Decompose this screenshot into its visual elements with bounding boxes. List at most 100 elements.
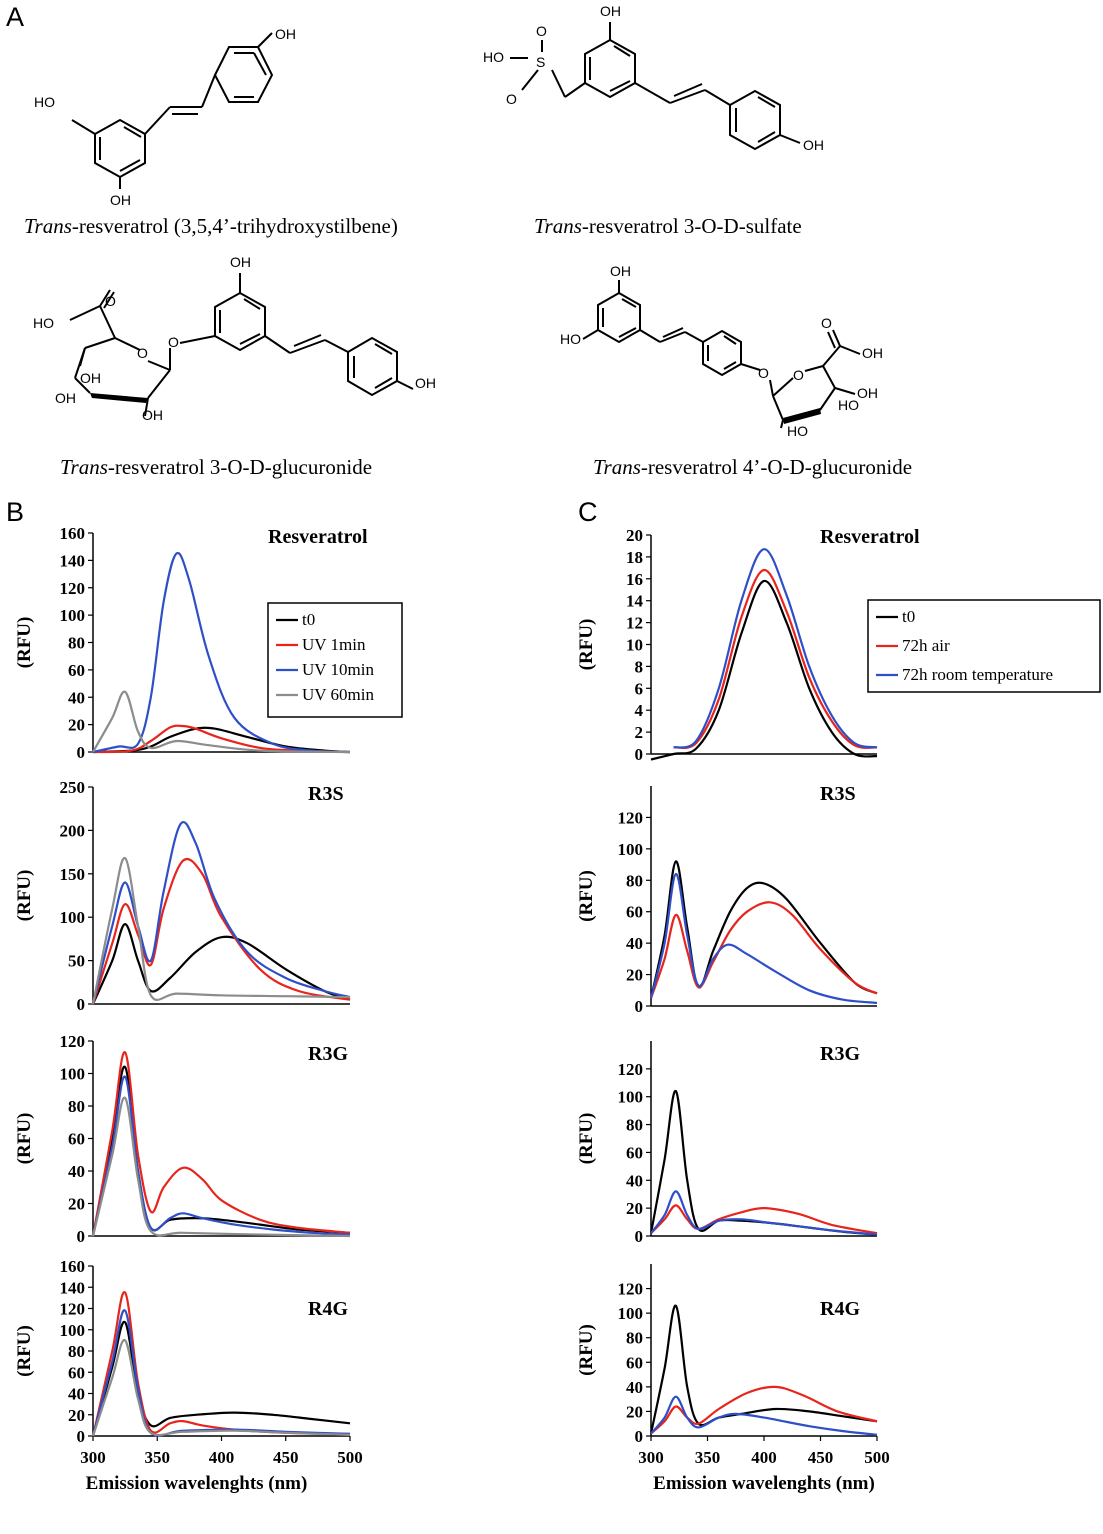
atom-label: OH — [857, 385, 878, 401]
chart-title: R4G — [820, 1298, 860, 1320]
x-tick-label: 400 — [751, 1448, 777, 1467]
legend-b-label: UV 1min — [302, 635, 366, 654]
legend-b-box — [267, 602, 403, 718]
atom-label: O — [821, 315, 832, 331]
y-tick-label: 20 — [68, 1195, 85, 1214]
y-tick-label: 120 — [618, 808, 644, 827]
y-tick-label: 100 — [618, 840, 644, 859]
panel-letter-b: B — [6, 497, 25, 527]
series-line — [650, 579, 878, 761]
y-tick-label: 0 — [635, 997, 644, 1016]
y-axis-label: (RFU) — [14, 870, 35, 922]
atom-label: HO — [483, 49, 504, 65]
y-tick-label: 0 — [77, 1427, 86, 1446]
y-tick-label: 20 — [626, 966, 643, 985]
y-tick-label: 120 — [60, 1300, 86, 1319]
y-tick-label: 120 — [60, 579, 86, 598]
atom-label: OH — [803, 137, 824, 153]
atom-label: OH — [230, 254, 251, 270]
y-tick-label: 100 — [618, 1304, 644, 1323]
y-tick-label: 80 — [68, 634, 85, 653]
atom-label: OH — [275, 26, 296, 42]
atom-label: O — [168, 334, 179, 350]
y-tick-label: 0 — [77, 995, 86, 1014]
atom-label: HO — [838, 397, 859, 413]
y-tick-label: 80 — [68, 1097, 85, 1116]
y-tick-label: 0 — [635, 1227, 644, 1246]
atom-label: OH — [142, 407, 163, 423]
y-axis-label: (RFU) — [576, 1113, 597, 1165]
y-tick-label: 100 — [60, 1065, 86, 1084]
y-tick-label: 60 — [68, 1130, 85, 1149]
y-tick-label: 60 — [68, 661, 85, 680]
chart-title: R3G — [820, 1043, 860, 1065]
series-line — [650, 1190, 878, 1236]
legend-b-label: t0 — [302, 610, 315, 629]
chart-title: R3S — [820, 783, 856, 805]
y-tick-label: 100 — [618, 1088, 644, 1107]
y-tick-label: 120 — [60, 1032, 86, 1051]
caption-3-glucuronide: Trans-resveratrol 3-O-D-glucuronide — [60, 455, 373, 479]
y-axis-label: (RFU) — [576, 1324, 597, 1376]
series-line — [92, 690, 351, 754]
y-tick-label: 60 — [626, 1143, 643, 1162]
chart-title: R4G — [308, 1298, 348, 1320]
y-tick-label: 80 — [626, 1116, 643, 1135]
panel-letter-a: A — [6, 2, 25, 32]
atom-label: HO — [787, 423, 808, 439]
y-tick-label: 0 — [635, 745, 644, 764]
structure-4-glucuronide: OH HO O O O OH HO HO OH — [560, 263, 883, 439]
x-tick-label: 300 — [638, 1448, 664, 1467]
y-tick-label: 10 — [626, 636, 643, 655]
structure-resveratrol: OH HO OH — [34, 26, 296, 208]
y-tick-label: 0 — [77, 1227, 86, 1246]
x-tick-label: 450 — [808, 1448, 834, 1467]
atom-label: OH — [110, 192, 131, 208]
series-line — [92, 724, 351, 754]
y-tick-label: 100 — [60, 1321, 86, 1340]
y-tick-label: 140 — [60, 1278, 86, 1297]
series-line — [673, 568, 878, 750]
atom-label: O — [793, 367, 804, 383]
y-axis-label: (RFU) — [576, 619, 597, 671]
atom-label: HO — [33, 315, 54, 331]
series-line — [650, 1385, 878, 1435]
series-line — [650, 1204, 878, 1235]
atom-label: HO — [34, 94, 55, 110]
y-tick-label: 4 — [635, 701, 644, 720]
series-line — [649, 860, 878, 999]
y-axis-label: (RFU) — [576, 870, 597, 922]
x-tick-label: 350 — [145, 1448, 171, 1467]
y-tick-label: 60 — [626, 1353, 643, 1372]
legend-b-label: UV 10min — [302, 660, 374, 679]
y-tick-label: 20 — [626, 526, 643, 545]
atom-label: HO — [560, 331, 581, 347]
y-tick-label: 80 — [626, 871, 643, 890]
atom-label: O — [758, 365, 769, 381]
y-tick-label: 20 — [68, 716, 85, 735]
y-tick-label: 2 — [635, 723, 644, 742]
legend-b-label: UV 60min — [302, 685, 374, 704]
x-tick-label: 500 — [864, 1448, 890, 1467]
series-line — [91, 1339, 351, 1437]
legend-c-label: 72h air — [902, 636, 950, 655]
y-tick-label: 120 — [618, 1280, 644, 1299]
y-tick-label: 40 — [626, 934, 643, 953]
panel-letter-c: C — [578, 497, 598, 527]
x-tick-label: 450 — [273, 1448, 299, 1467]
chart-title: R3S — [308, 783, 344, 805]
y-tick-label: 60 — [626, 903, 643, 922]
y-tick-label: 140 — [60, 551, 86, 570]
chart-title: R3G — [308, 1043, 348, 1065]
y-tick-label: 40 — [68, 1162, 85, 1181]
y-tick-label: 50 — [68, 952, 85, 971]
y-tick-label: 100 — [60, 908, 86, 927]
y-tick-label: 40 — [626, 1378, 643, 1397]
y-tick-label: 18 — [626, 548, 643, 567]
caption-resveratrol: Trans-resveratrol (3,5,4’-trihydroxystil… — [24, 214, 398, 238]
atom-label: O — [105, 293, 116, 309]
series-line — [649, 1089, 878, 1236]
series-line — [91, 821, 351, 1005]
y-tick-label: 150 — [60, 865, 86, 884]
